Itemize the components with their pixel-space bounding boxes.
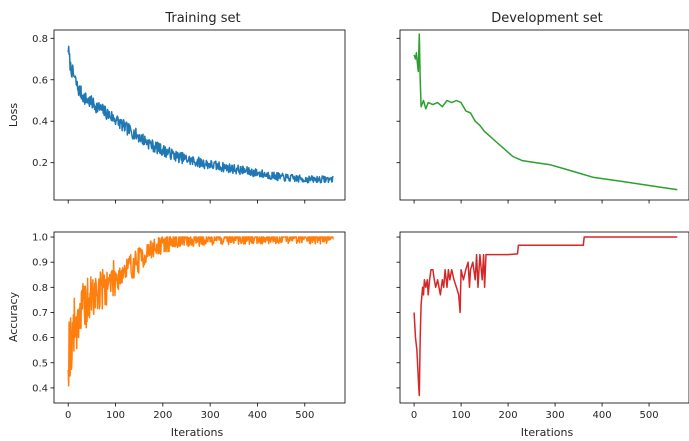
plot-frame-train-loss <box>53 29 346 201</box>
x-tick-label: 0 <box>411 410 417 421</box>
y-tick-label: 0.8 <box>32 34 48 45</box>
y-tick-label: 0.4 <box>32 117 48 128</box>
panel-train-loss: Training set Loss 0.2 0.4 0.6 0.8 <box>7 11 346 204</box>
panel-dev-acc: Iterations 0 100 200 300 400 500 <box>396 231 689 439</box>
y-tick-label: 0.8 <box>32 283 48 294</box>
x-tick-label: 200 <box>153 410 172 421</box>
y-tick-label: 1.0 <box>32 233 48 244</box>
x-axis-label-train: Iterations <box>171 426 224 439</box>
x-tick-label: 400 <box>248 410 267 421</box>
x-tick-label: 500 <box>295 410 314 421</box>
y-tick-label: 0.4 <box>32 383 48 394</box>
x-tick-label: 0 <box>65 410 71 421</box>
series-line-dev-loss <box>413 33 678 191</box>
series-line-train-acc <box>67 236 334 387</box>
plot-frame-train-acc <box>53 231 346 404</box>
plot-frame-dev-loss <box>399 29 689 201</box>
x-tick-label: 300 <box>201 410 220 421</box>
y-tick-label: 0.5 <box>32 358 48 369</box>
y-tick-label: 0.9 <box>32 258 48 269</box>
y-axis-label-loss: Loss <box>7 103 20 127</box>
x-tick-label: 300 <box>546 410 565 421</box>
y-tick-label: 0.7 <box>32 308 48 319</box>
series-line-train-loss <box>67 45 334 184</box>
y-tick-label: 0.6 <box>32 75 48 86</box>
x-tick-label: 100 <box>452 410 471 421</box>
panel-train-acc: Iterations Accuracy 0 100 200 300 400 500 0.4 0… <box>7 231 346 439</box>
y-tick-label: 0.6 <box>32 333 48 344</box>
y-axis-label-accuracy: Accuracy <box>7 291 20 342</box>
chart-title-training: Training set <box>164 11 240 26</box>
series-line-dev-acc <box>413 236 678 397</box>
chart-title-development: Development set <box>491 11 603 26</box>
x-tick-label: 500 <box>640 410 659 421</box>
plot-frame-dev-acc <box>399 231 689 404</box>
y-tick-label: 0.2 <box>32 158 48 169</box>
x-tick-label: 100 <box>106 410 125 421</box>
x-tick-label: 400 <box>593 410 612 421</box>
x-tick-label: 200 <box>499 410 518 421</box>
panel-dev-loss: Development set <box>396 11 689 204</box>
x-axis-label-dev: Iterations <box>521 426 574 439</box>
